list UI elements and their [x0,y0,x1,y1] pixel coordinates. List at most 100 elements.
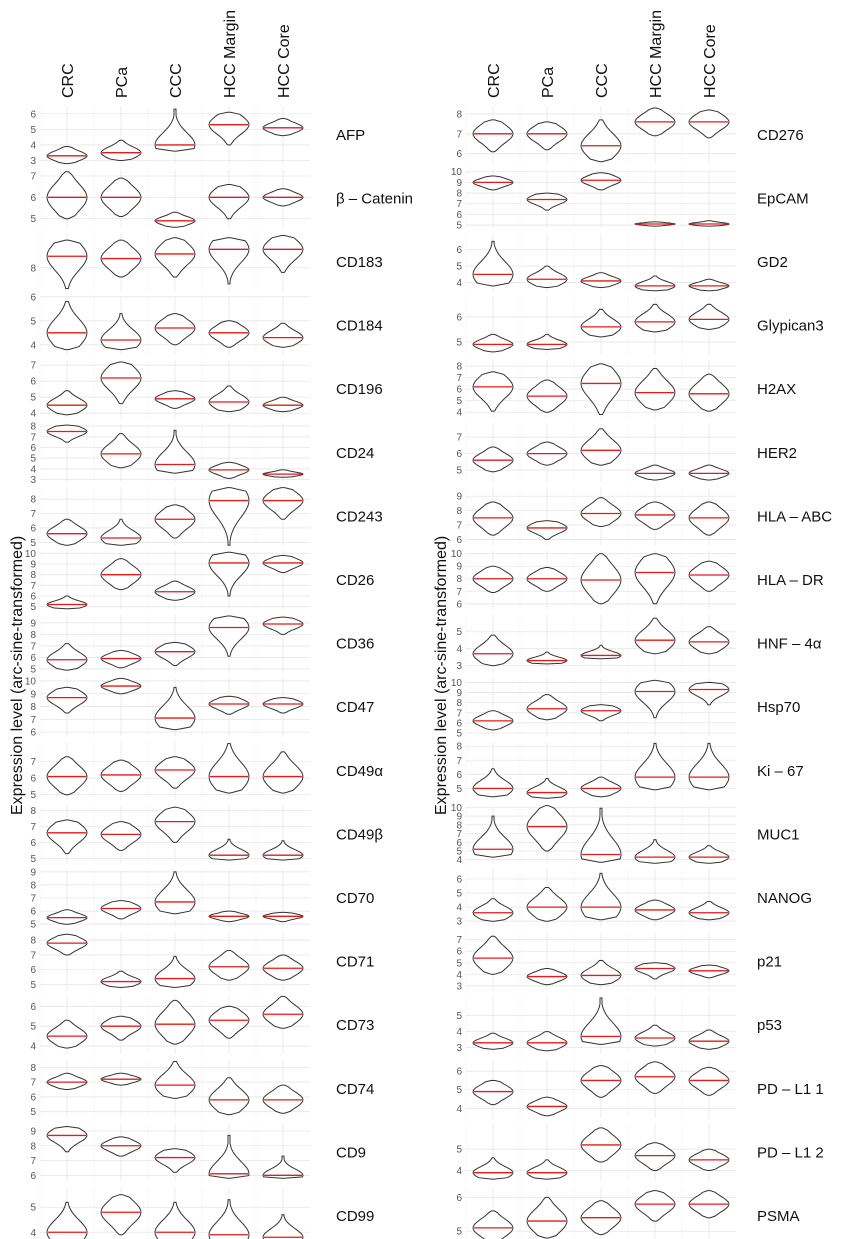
facet-row-cd184: 4 5 6 CD184 [30,292,383,355]
violin-pca [526,651,568,665]
y-tick-label: 3 [456,1043,462,1054]
violin-hcc-core [688,278,730,292]
y-tick-label: 7 [456,829,462,840]
violin-hcc-core [262,234,304,273]
violin-hcc-margin [634,1142,676,1171]
row-label: Glypican3 [757,318,824,335]
y-tick-label: 9 [456,492,462,503]
y-tick-label: 6 [30,965,36,976]
column-header-ccc: CCC [594,63,611,98]
y-tick-label: 8 [456,574,462,585]
violin-hcc-core [688,560,730,592]
y-tick-label: 6 [456,535,462,546]
y-tick-label: 10 [451,549,463,560]
row-label: p53 [757,1017,782,1034]
facet-row-cd73: 4 5 6 CD73 [30,995,374,1054]
row-label: HNF – 4α [757,636,822,653]
violin-ccc [580,704,622,722]
y-tick-label: 4 [456,970,462,981]
violin-hcc-core [262,1084,304,1114]
violin-hcc-core [262,995,304,1029]
violin-crc [46,171,88,220]
y-tick-label: 7 [30,641,36,652]
violin-pca [526,805,568,852]
violin-hcc-margin [208,949,250,981]
violin-hcc-core [688,845,730,864]
y-tick-label: 5 [30,214,36,225]
violin-hcc-core [688,464,730,481]
violin-crc [472,333,514,353]
facet-row-pd-l1-1: 4 5 6 PD – L1 1 [456,1060,824,1118]
row-label: Ki – 67 [757,763,804,780]
row-label: CD99 [336,1208,374,1225]
y-tick-label: 4 [456,1027,462,1038]
y-tick-label: 7 [456,433,462,444]
y-tick-label: 5 [30,602,36,613]
y-tick-label: 7 [456,129,462,140]
violin-hcc-core [262,117,304,137]
facet-row-cd196: 4 5 6 7 CD196 [30,360,383,420]
column-header-pca: PCa [114,67,131,98]
y-tick-label: 6 [30,292,36,303]
y-tick-label: 5 [456,784,462,795]
column-header-hcc-margin: HCC Margin [222,10,239,98]
violin-hcc-margin [208,1134,250,1179]
violin-crc [472,501,514,536]
violin-crc [472,815,514,858]
y-tick-label: 6 [456,838,462,849]
y-tick-label: 6 [30,592,36,603]
violin-crc [46,756,88,796]
facet-row-her2: 5 6 7 HER2 [456,424,797,482]
y-axis-title: Expression level (arc-sine-transformed) [433,536,450,815]
violin-ccc [154,313,196,346]
y-tick-label: 6 [30,193,36,204]
y-tick-label: 9 [30,560,36,571]
violin-ccc [154,580,196,601]
violin-pca [526,886,568,922]
y-tick-label: 6 [30,1092,36,1103]
y-tick-label: 6 [456,947,462,958]
y-tick-label: 9 [30,689,36,700]
y-tick-label: 6 [30,523,36,534]
facet-row-cd99: 4 5 CD99 [30,1187,374,1239]
violin-hcc-core [688,373,730,412]
violin-hcc-core [688,626,730,655]
violin-pca [526,1031,568,1052]
violin-pca [526,333,568,350]
violin-ccc [580,807,622,863]
violin-crc [46,819,88,855]
violin-ccc [154,1201,196,1239]
violin-hcc-margin [634,617,676,655]
y-tick-label: 5 [30,1022,36,1033]
y-tick-label: 8 [30,1063,36,1074]
y-tick-label: 8 [30,263,36,274]
violin-hcc-core [688,109,730,139]
y-tick-label: 5 [456,1085,462,1096]
y-tick-label: 7 [30,1078,36,1089]
y-tick-label: 8 [30,806,36,817]
violin-pca [526,192,568,211]
y-tick-label: 10 [451,167,463,178]
facet-row-gd2: 4 5 6 GD2 [456,233,788,292]
violin-pca [100,821,142,851]
y-tick-label: 5 [30,664,36,675]
violin-pca [526,694,568,721]
violin-ccc [154,504,196,539]
y-tick-label: 8 [456,820,462,831]
y-tick-label: 7 [30,172,36,183]
violin-ccc [154,871,196,915]
violin-pca [100,1015,142,1041]
violin-crc [46,1072,88,1090]
row-label: PD – L1 1 [757,1081,824,1098]
facet-row-hnf-4α: 3 4 5 HNF – 4α [456,614,822,673]
facet-row-cd47: 6 7 8 9 10 CD47 [25,676,374,738]
y-tick-label: 10 [451,803,463,814]
facet-row-cd9: 6 7 8 9 CD9 [30,1123,366,1182]
right-panel: CRC PCa CCC HCC Margin HCC Core Expression le… [433,10,832,1239]
y-tick-label: 5 [456,627,462,638]
y-tick-label: 7 [456,199,462,210]
row-label: CD9 [336,1144,366,1161]
violin-ccc [580,553,622,605]
y-tick-label: 3 [456,981,462,992]
